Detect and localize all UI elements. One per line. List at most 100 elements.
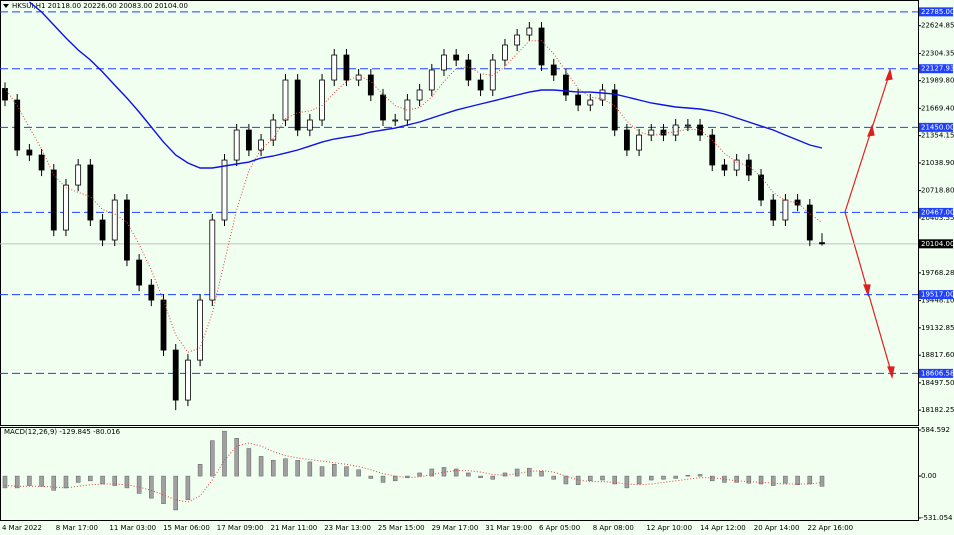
macd-bar bbox=[88, 475, 93, 482]
candle-body bbox=[587, 99, 594, 106]
macd-bar bbox=[136, 475, 142, 494]
level-tag bbox=[919, 290, 953, 300]
macd-bar bbox=[331, 464, 337, 477]
macd-bar bbox=[539, 471, 544, 477]
y-tick-label: 18182.25 bbox=[921, 406, 954, 414]
candle-body bbox=[270, 119, 277, 141]
candle-body bbox=[526, 27, 533, 36]
candle-body bbox=[684, 124, 691, 127]
level-tag bbox=[919, 122, 953, 132]
macd-bar bbox=[673, 475, 678, 479]
candle-body bbox=[514, 34, 521, 46]
macd-bar bbox=[2, 475, 8, 489]
arrow-head bbox=[867, 123, 875, 137]
candle-body bbox=[721, 164, 728, 171]
candle-body bbox=[416, 89, 423, 101]
x-tick-label: 8 Apr 08:00 bbox=[593, 524, 634, 532]
macd-bar bbox=[234, 438, 239, 477]
candle-body bbox=[38, 154, 45, 171]
candle-body bbox=[563, 74, 569, 96]
x-tick-label: 21 Mar 11:00 bbox=[271, 524, 318, 532]
candle-body bbox=[87, 164, 94, 221]
macd-bar bbox=[600, 475, 605, 481]
macd-bar bbox=[319, 466, 325, 477]
macd-panel bbox=[0, 427, 919, 521]
macd-bar bbox=[697, 474, 703, 477]
candle-body bbox=[745, 159, 752, 176]
candle-body bbox=[502, 44, 508, 61]
level-tag bbox=[919, 368, 953, 378]
candle-body bbox=[733, 159, 740, 171]
x-tick-label: 23 Mar 13:00 bbox=[324, 524, 371, 532]
candle-body bbox=[623, 129, 630, 151]
macd-bar bbox=[575, 475, 581, 486]
macd-bar bbox=[283, 458, 288, 477]
candle-body bbox=[672, 124, 679, 136]
candle-body bbox=[294, 79, 301, 131]
x-tick-label: 4 Mar 2022 bbox=[2, 524, 42, 532]
candle-body bbox=[465, 59, 472, 81]
arrow-head bbox=[885, 67, 893, 81]
macd-bar bbox=[685, 475, 691, 477]
menu-icon bbox=[3, 4, 9, 8]
candle-body bbox=[758, 174, 764, 201]
macd-bar bbox=[612, 475, 617, 485]
candle-body bbox=[331, 54, 338, 81]
macd-bar bbox=[770, 475, 776, 486]
candle-body bbox=[428, 69, 435, 91]
arrow-head bbox=[863, 284, 871, 298]
candle-body bbox=[148, 284, 155, 301]
chart-title: HKSUI,H1 20118.00 20226.00 20083.00 2010… bbox=[12, 2, 188, 10]
candle-body bbox=[2, 88, 8, 101]
y-tick-label: 19132.85 bbox=[921, 324, 954, 332]
candle-body bbox=[380, 94, 386, 121]
macd-bar bbox=[783, 475, 788, 484]
macd-bar bbox=[210, 440, 215, 477]
macd-bar bbox=[453, 468, 459, 477]
macd-bar bbox=[819, 475, 825, 487]
macd-bar bbox=[100, 475, 105, 485]
candle-body bbox=[392, 119, 399, 122]
candle-body bbox=[160, 299, 167, 351]
macd-bar bbox=[746, 475, 752, 484]
candle-body bbox=[26, 149, 33, 156]
candle-body bbox=[233, 129, 240, 161]
level-tag bbox=[919, 64, 953, 74]
candle-body bbox=[282, 79, 289, 121]
candle-body bbox=[648, 129, 655, 136]
y-tick-label: 22304.35 bbox=[921, 49, 954, 57]
candle-body bbox=[599, 89, 606, 101]
candle-body bbox=[709, 134, 716, 166]
candle-body bbox=[197, 299, 204, 361]
candle-body bbox=[770, 199, 777, 221]
macd-bar bbox=[502, 472, 508, 477]
macd-bar bbox=[429, 468, 435, 477]
macd-bar bbox=[39, 475, 44, 487]
level-label: 22785.00 bbox=[921, 8, 954, 16]
candle-body bbox=[209, 219, 216, 301]
x-tick-label: 22 Apr 16:00 bbox=[808, 524, 854, 532]
level-label: 22127.93 bbox=[921, 65, 954, 73]
macd-bar bbox=[197, 464, 203, 477]
macd-bar bbox=[710, 475, 715, 482]
candle-body bbox=[124, 199, 130, 261]
macd-bar bbox=[258, 456, 264, 477]
macd-bar bbox=[514, 468, 520, 477]
macd-tick-label: 584.592 bbox=[921, 426, 950, 434]
candle-body bbox=[819, 242, 825, 245]
y-tick-label: 21989.80 bbox=[921, 77, 954, 85]
level-label: 18606.58 bbox=[921, 369, 954, 377]
candle-body bbox=[306, 119, 313, 131]
candle-body bbox=[806, 204, 813, 241]
macd-bar bbox=[222, 430, 227, 477]
macd-bar bbox=[368, 475, 374, 479]
candle-body bbox=[441, 54, 447, 71]
macd-bar bbox=[112, 475, 117, 486]
macd-bar bbox=[636, 475, 642, 485]
level-tag bbox=[919, 207, 953, 217]
x-tick-label: 17 Mar 09:00 bbox=[217, 524, 264, 532]
candle-body bbox=[50, 169, 57, 231]
last-price-label: 20104.00 bbox=[921, 240, 954, 248]
